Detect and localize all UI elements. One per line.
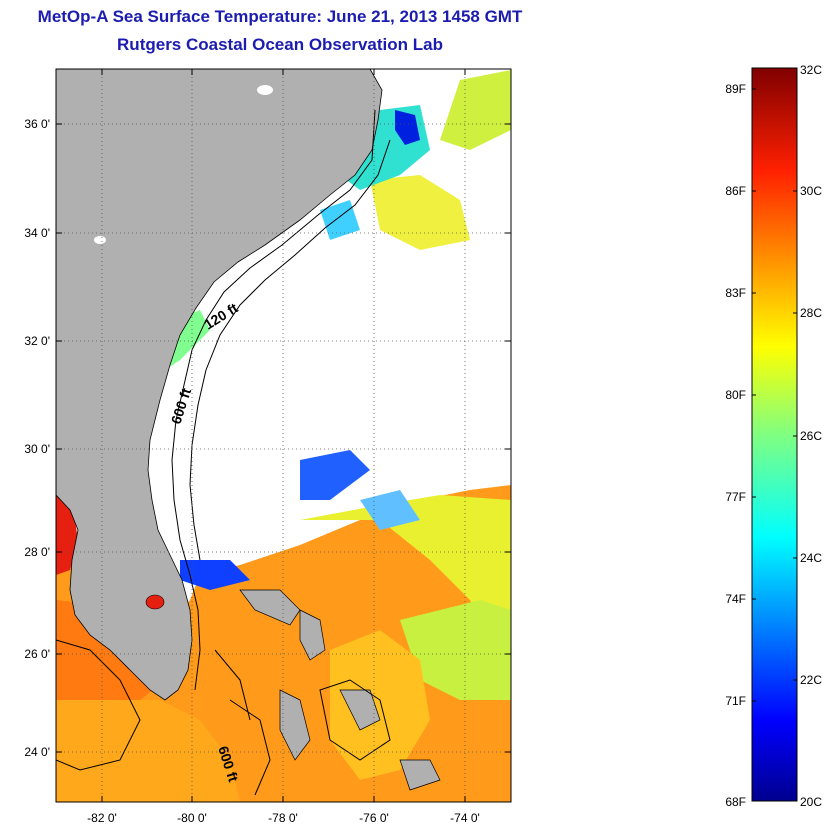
colorbar-c-28: 28C — [800, 306, 822, 320]
map-subtitle: Rutgers Coastal Ocean Observation Lab — [117, 35, 443, 54]
colorbar-f-71: 71F — [725, 694, 746, 708]
latitude-axis: 36 0' 34 0' 32 0' 30 0' 28 0' 26 0' 24 0… — [24, 117, 511, 759]
lon-label-74: -74 0' — [450, 811, 480, 825]
lat-label-34: 34 0' — [24, 226, 50, 240]
colorbar-c-22: 22C — [800, 673, 822, 687]
lat-label-28: 28 0' — [24, 545, 50, 559]
lake-okeechobee — [145, 594, 165, 610]
colorbar-f-89: 89F — [725, 82, 746, 96]
map-title: MetOp-A Sea Surface Temperature: June 21… — [37, 7, 523, 26]
colorbar-f-83: 83F — [725, 286, 746, 300]
colorbar-f-77: 77F — [725, 490, 746, 504]
lat-label-30: 30 0' — [24, 442, 50, 456]
sst-field — [56, 70, 511, 802]
lon-label-82: -82 0' — [87, 811, 117, 825]
colorbar-f-74: 74F — [725, 592, 746, 606]
colorbar-c-20: 20C — [800, 795, 822, 809]
bathymetry-contours — [56, 109, 391, 796]
colorbar: 89F 86F 83F 80F 77F 74F 71F 68F 32C 30C … — [725, 63, 822, 809]
lon-label-80: -80 0' — [177, 811, 207, 825]
colorbar-f-86: 86F — [725, 184, 746, 198]
land-mass — [56, 69, 383, 701]
colorbar-f-80: 80F — [725, 388, 746, 402]
colorbar-c-30: 30C — [800, 184, 822, 198]
lon-label-78: -78 0' — [268, 811, 298, 825]
lon-label-76: -76 0' — [359, 811, 389, 825]
longitude-axis: -82 0' -80 0' -78 0' -76 0' -74 0' — [87, 69, 480, 825]
colorbar-c-32: 32C — [800, 63, 822, 77]
colorbar-f-68: 68F — [725, 795, 746, 809]
map-panel: 120 ft 600 ft 600 ft — [56, 69, 511, 802]
bahamas-islands — [239, 589, 441, 791]
colorbar-c-26: 26C — [800, 429, 822, 443]
lat-label-36: 36 0' — [24, 117, 50, 131]
colorbar-c-24: 24C — [800, 551, 822, 565]
lat-label-32: 32 0' — [24, 334, 50, 348]
lat-label-24: 24 0' — [24, 745, 50, 759]
colorbar-gradient — [751, 67, 798, 802]
lat-label-26: 26 0' — [24, 647, 50, 661]
